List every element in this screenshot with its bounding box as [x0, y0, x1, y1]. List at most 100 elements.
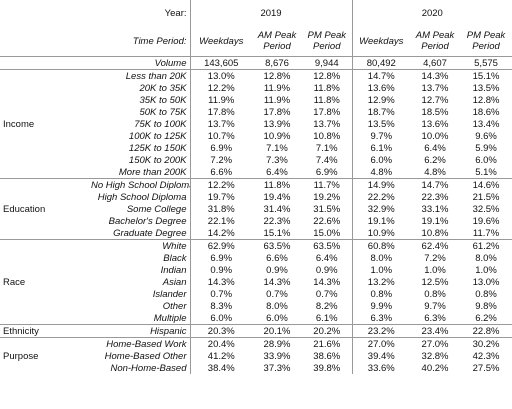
- row-label: 100K to 125K: [128, 130, 187, 142]
- cell-value: 33.9%: [263, 350, 291, 362]
- cell-value: 6.2%: [475, 312, 497, 324]
- cell-value: 30.2%: [460, 337, 512, 350]
- year-header: 2019: [189, 0, 353, 26]
- cell-value: 38.6%: [313, 350, 341, 362]
- cell-value: 8.0%: [475, 252, 497, 264]
- cell-value: 10.0%: [421, 130, 449, 142]
- cell-value: 17.8%: [189, 106, 252, 118]
- cell-value: 31.4%: [263, 203, 291, 215]
- cell-value: 7.2%: [424, 252, 446, 264]
- cell-value: 9.7%: [424, 300, 446, 312]
- cell-value: 7.1%: [315, 142, 338, 154]
- cell-value: 11.8%: [252, 178, 302, 191]
- row-label: More than 200K: [118, 166, 187, 178]
- table-row: Ethnicity Hispanic 20.3% 20.1% 20.2% 23.2% 23.…: [0, 324, 512, 338]
- row-label: No High School Diploma: [88, 178, 190, 191]
- cell-value: 14.9%: [351, 178, 411, 191]
- cell-value: 13.7%: [189, 118, 252, 130]
- cell-value: 1.0%: [475, 264, 497, 276]
- cell-value: 8.3%: [189, 300, 252, 312]
- cell-value: 18.7%: [351, 106, 411, 118]
- table-row: Income Less than 20K 13.0% 12.8% 12.8% 14.7% 1…: [0, 69, 512, 179]
- cell-value: 13.6%: [351, 82, 411, 94]
- cell-value: 0.8%: [475, 288, 497, 300]
- cell-value: 37.3%: [263, 362, 291, 374]
- period-header: Weekdays: [351, 26, 411, 57]
- cell-value: 7.4%: [315, 154, 338, 166]
- row-label: 35K to 50K: [139, 94, 187, 106]
- row-label: 75K to 100K: [134, 118, 187, 130]
- cell-value: 8.0%: [266, 300, 288, 312]
- cell-value: 0.7%: [189, 288, 252, 300]
- table-row: Education No High School Diploma 12.2% 11.8…: [0, 178, 512, 240]
- cell-value: 42.3%: [472, 350, 500, 362]
- group-label: [0, 56, 88, 70]
- table-row: Race White 62.9% 63.5% 63.5% 60.8% 62.4% 61.2%: [0, 239, 512, 325]
- cell-value: 4,607: [410, 56, 461, 70]
- cell-value: 6.0%: [351, 154, 411, 166]
- row-label: Some College: [126, 203, 187, 215]
- cell-value: 10.7%: [189, 130, 252, 142]
- table-row: 125K to 150K 6.9% 7.1% 7.1% 6.1% 6.4% 5.9%: [0, 142, 512, 154]
- cell-value: 14.3%: [263, 276, 291, 288]
- table-row: Indian 0.9% 0.9% 0.9% 1.0% 1.0% 1.0%: [0, 264, 512, 276]
- cell-value: 18.6%: [472, 106, 500, 118]
- cell-value: 11.8%: [313, 82, 340, 94]
- cell-value: 19.6%: [472, 215, 500, 227]
- table-row: Multiple 6.0% 6.0% 6.1% 6.3% 6.3% 6.2%: [0, 312, 512, 325]
- cell-value: 22.3%: [421, 191, 449, 203]
- cell-value: 61.2%: [460, 239, 512, 252]
- cell-value: 14.6%: [460, 178, 512, 191]
- cell-value: 11.7%: [472, 227, 500, 239]
- cell-value: 11.9%: [263, 82, 291, 94]
- cell-value: 12.7%: [421, 94, 449, 106]
- cell-value: 32.9%: [351, 203, 411, 215]
- cell-value: 6.3%: [424, 312, 446, 324]
- cell-value: 33.6%: [351, 362, 411, 374]
- cell-value: 14.3%: [313, 276, 341, 288]
- row-label: Asian: [162, 276, 187, 288]
- cell-value: 32.5%: [472, 203, 500, 215]
- cell-value: 20.4%: [189, 337, 252, 350]
- cell-value: 12.8%: [252, 69, 302, 82]
- cell-value: 0.7%: [315, 288, 338, 300]
- cell-value: 1.0%: [351, 264, 411, 276]
- cell-value: 33.1%: [421, 203, 449, 215]
- table-row: Non-Home-Based 38.4% 37.3% 39.8% 33.6% 40.2% 2…: [0, 362, 512, 374]
- table-row: Other 8.3% 8.0% 8.2% 9.9% 9.7% 9.8%: [0, 300, 512, 312]
- cell-value: 12.8%: [472, 94, 500, 106]
- table-row: Black 6.9% 6.6% 6.4% 8.0% 7.2% 8.0%: [0, 252, 512, 264]
- cell-value: 9,944: [302, 56, 353, 70]
- group-label: Race: [0, 239, 88, 325]
- cell-value: 19.1%: [421, 215, 449, 227]
- cell-value: 0.8%: [351, 288, 411, 300]
- table-row: Bachelor's Degree 22.1% 22.3% 22.6% 19.1% 19.…: [0, 215, 512, 227]
- cell-value: 62.9%: [189, 239, 252, 252]
- table-row: 35K to 50K 11.9% 11.9% 11.8% 12.9% 12.7% 12.8%: [0, 94, 512, 106]
- cell-value: 6.9%: [315, 166, 338, 178]
- cell-value: 14.2%: [189, 227, 252, 240]
- cell-value: 7.1%: [266, 142, 288, 154]
- cell-value: 15.0%: [313, 227, 341, 239]
- cell-value: 6.9%: [189, 252, 252, 264]
- cell-value: 11.8%: [313, 94, 340, 106]
- cell-value: 15.1%: [263, 227, 291, 239]
- row-label: Non-Home-Based: [110, 362, 187, 374]
- row-label: Multiple: [153, 312, 187, 324]
- table-row: Volume 143,605 8,676 9,944 80,492 4,607 5,575: [0, 56, 512, 70]
- row-label: 150K to 200K: [128, 154, 187, 166]
- table-row: Year: 2019 2020: [0, 0, 512, 26]
- cell-value: 20.3%: [189, 324, 252, 338]
- cell-value: 13.2%: [351, 276, 411, 288]
- table-row: Graduate Degree 14.2% 15.1% 15.0% 10.9% 10.8%…: [0, 227, 512, 240]
- cell-value: 22.1%: [189, 215, 252, 227]
- cell-value: 9.8%: [475, 300, 497, 312]
- cell-value: 6.0%: [189, 312, 252, 325]
- cell-value: 4.8%: [424, 166, 446, 178]
- cell-value: 6.0%: [475, 154, 497, 166]
- row-label: Home-Based Other: [104, 350, 187, 362]
- cell-value: 38.4%: [189, 362, 252, 374]
- row-label: Islander: [152, 288, 187, 300]
- cell-value: 6.6%: [189, 166, 252, 179]
- table-row: Purpose Home-Based Work 20.4% 28.9% 21.6% 27.…: [0, 337, 512, 374]
